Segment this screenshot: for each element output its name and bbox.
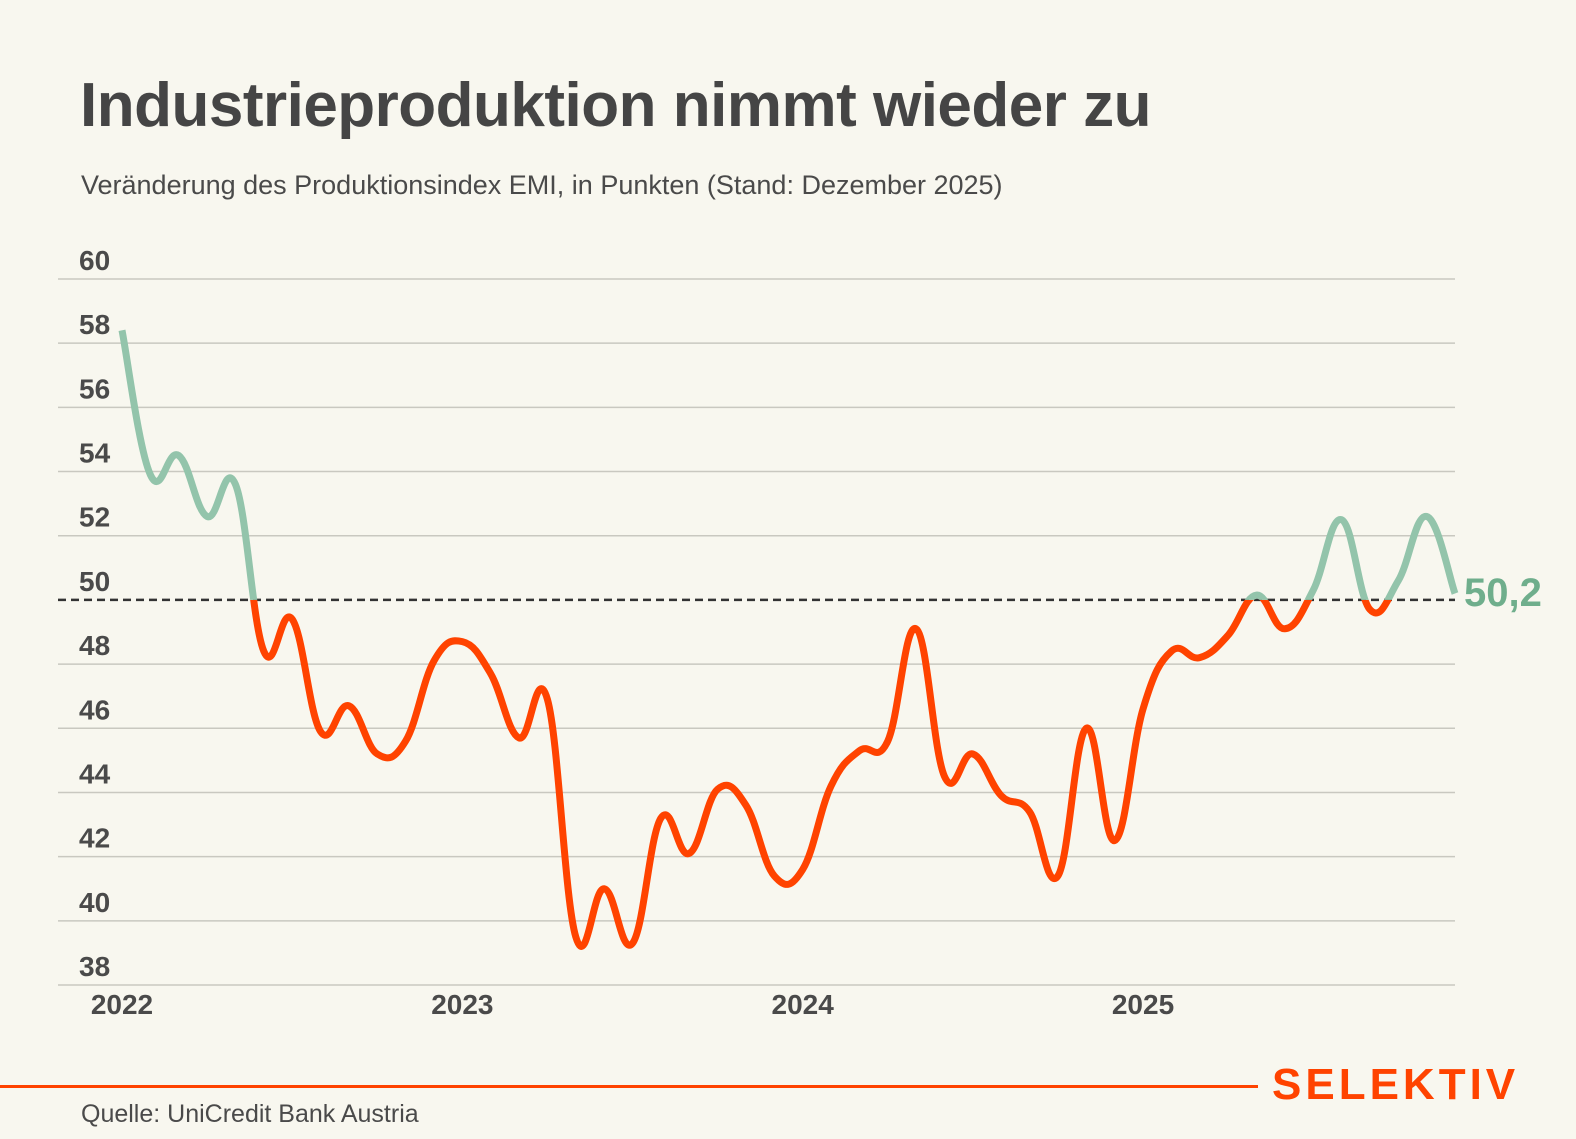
data-point [488, 671, 494, 677]
data-point [800, 866, 806, 872]
y-tick-label: 40 [79, 887, 110, 918]
data-point [715, 786, 721, 792]
data-point [1367, 607, 1373, 613]
x-tick-label: 2022 [91, 989, 153, 1020]
data-point [658, 815, 664, 821]
source-note: Quelle: UniCredit Bank Austria [81, 1100, 419, 1128]
y-tick-label: 50 [79, 566, 110, 597]
data-point [459, 639, 465, 645]
data-point [374, 751, 380, 757]
data-point [913, 626, 919, 632]
data-point [346, 703, 352, 709]
y-tick-label: 54 [79, 438, 111, 469]
data-point [1339, 517, 1345, 523]
y-tick-label: 56 [79, 373, 110, 404]
y-tick-label: 58 [79, 309, 110, 340]
data-point [828, 783, 834, 789]
data-point [1055, 873, 1061, 879]
data-point [573, 934, 579, 940]
grid-lines [58, 278, 1455, 986]
data-point [941, 773, 947, 779]
data-point [601, 886, 607, 892]
x-tick-label: 2024 [772, 989, 835, 1020]
data-point [318, 728, 324, 734]
data-point [630, 940, 636, 946]
data-point [1282, 626, 1288, 632]
data-point [885, 738, 891, 744]
data-point [970, 751, 976, 757]
data-point [1452, 590, 1458, 596]
x-tick-label: 2023 [431, 989, 493, 1020]
data-point [1225, 632, 1231, 638]
y-tick-label: 46 [79, 694, 110, 725]
data-point [176, 453, 182, 459]
data-point [771, 873, 777, 879]
series-line-below-threshold [250, 599, 1392, 950]
chart-subtitle: Veränderung des Produktionsindex EMI, in… [81, 170, 1003, 200]
end-value-label: 50,2 [1464, 571, 1542, 615]
x-tick-label: 2025 [1112, 989, 1174, 1020]
x-axis-ticks: 2022 2023 2024 2025 [91, 989, 1174, 1020]
y-tick-label: 42 [79, 823, 110, 854]
data-point [147, 472, 153, 478]
data-point [289, 616, 295, 622]
y-tick-label: 48 [79, 630, 110, 661]
y-axis-ticks: 60 58 56 54 52 50 48 46 44 42 40 38 [79, 245, 111, 982]
data-point [431, 658, 437, 664]
data-point [403, 738, 409, 744]
data-point [516, 735, 522, 741]
data-point [544, 696, 550, 702]
data-point [1140, 706, 1146, 712]
data-point [1424, 513, 1430, 519]
y-tick-label: 44 [79, 758, 111, 789]
data-point [119, 327, 125, 333]
data-point [204, 513, 210, 519]
data-point [998, 793, 1004, 799]
data-point [1197, 655, 1203, 661]
data-point [1112, 838, 1118, 844]
data-point [686, 850, 692, 856]
end-label-layer: 50,2 [1464, 571, 1542, 615]
data-point [1027, 809, 1033, 815]
data-point [1395, 578, 1401, 584]
footer-divider [0, 1085, 1258, 1088]
data-point [1168, 648, 1174, 654]
data-point [1083, 725, 1089, 731]
selektiv-logo: SELEKTIV [1272, 1060, 1520, 1109]
data-point [261, 648, 267, 654]
data-point [856, 748, 862, 754]
data-point [1310, 587, 1316, 593]
data-point [743, 802, 749, 808]
data-point [1253, 592, 1259, 598]
data-point [232, 481, 238, 487]
chart-title: Industrieproduktion nimmt wieder zu [80, 71, 1151, 140]
series-layer [118, 327, 1459, 950]
y-tick-label: 52 [79, 502, 110, 533]
y-tick-label: 60 [79, 245, 110, 276]
series-line-above-threshold [118, 329, 1459, 600]
y-tick-label: 38 [79, 951, 110, 982]
